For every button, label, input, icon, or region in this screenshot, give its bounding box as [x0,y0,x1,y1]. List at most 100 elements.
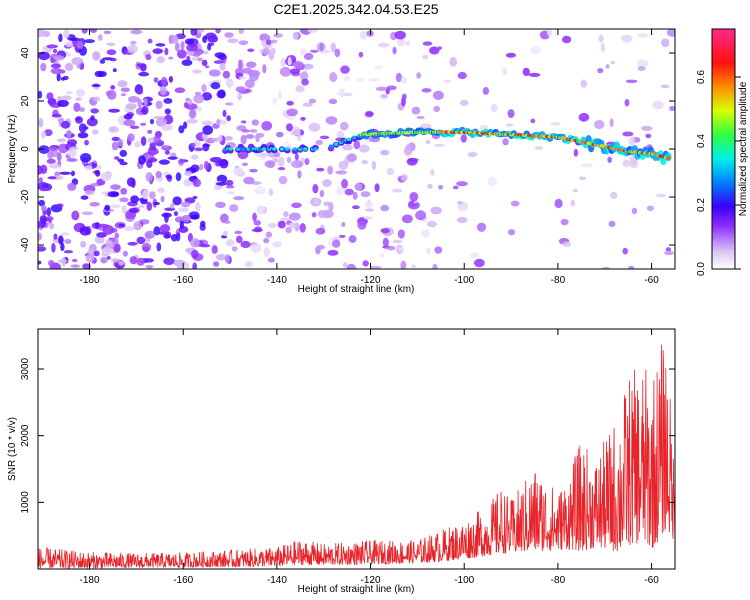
spectrogram-noise-blob [601,266,610,269]
spectrogram-noise-blob [625,79,638,83]
snr-panel: -180 -160 -140 -120 -100 -80 -60 100020003000 … [7,328,676,595]
spectrogram-noise-blob [99,256,108,264]
spectrogram-noise-blob [416,72,422,79]
spectrogram-noise-blob [341,222,346,227]
snr-x-tick-label: -80 [551,575,566,586]
spectrogram-noise-blob [316,167,325,172]
spectrogram-noise-blob [238,40,249,46]
spectrogram-noise-blob [573,148,579,157]
spectrogram-noise-blob [188,98,193,106]
spectrogram-noise-blob [113,243,121,253]
spectrogram-noise-blob [361,159,368,165]
spectrogram-noise-blob [156,242,162,252]
spectrogram-noise-blob [193,94,205,104]
spectrogram-signal-core [279,147,285,151]
spectrogram-noise-blob [336,130,345,140]
spectrogram-noise-blob [226,115,231,122]
spectrogram-noise-blob [328,98,338,105]
spectrogram-noise-blob [50,63,62,69]
spectrogram-noise-blob [201,59,208,67]
spectrogram-noise-blob [222,109,227,118]
spectrogram-noise-blob [77,132,89,139]
spectrogram-y-axis: -40 -20 0 20 40 [20,47,675,252]
spectrogram-noise-blob [375,86,388,92]
spectrogram-noise-blob [277,90,283,100]
spectrogram-noise-blob [578,176,587,181]
spectrogram-noise-blob [80,195,89,200]
spectrogram-noise-blob [299,222,306,233]
spectrogram-noise-blob [38,90,43,99]
spectrogram-noise-blob [314,197,320,206]
spectrogram-noise-blob [645,133,652,139]
spectrogram-noise-blob [84,165,93,171]
spectrogram-noise-blob [191,154,199,160]
spectrogram-noise-blob [316,244,325,250]
spectrogram-noise-blob [118,260,125,266]
spectrogram-noise-blob [443,79,452,84]
spectrogram-noise-blob [65,91,73,95]
spectrogram-noise-blob [119,197,129,203]
spectrogram-noise-blob [600,42,606,53]
spectrogram-noise-blob [386,85,397,91]
spectrogram-noise-blob [123,113,133,120]
spectrogram-noise-blob [138,155,146,165]
spectrogram-noise-blob [186,119,199,124]
spectrogram-noise-blob [286,156,292,164]
spectrogram-noise-blob [163,233,171,239]
spectrogram-noise-blob [191,69,202,74]
spectrogram-noise-blob [71,57,84,66]
snr-y-tick-label: 2000 [20,424,31,447]
spectrogram-noise-blob [225,239,235,247]
spectrogram-noise-blob [222,70,231,79]
spectrogram-noise-blob [119,149,128,157]
spectrogram-noise-blob [92,51,101,61]
chart-title: C2E1.2025.342.04.53.E25 [273,1,438,17]
spectrogram-noise-blob [66,158,78,162]
spectrogram-noise-blob [56,72,61,82]
spectrogram-noise-blob [199,244,211,248]
spectrogram-noise-blob [427,183,433,189]
spectrogram-noise-blob [528,72,541,77]
spectrogram-noise-blob [301,63,314,70]
spectrogram-noise-blob [207,44,212,51]
spectrogram-noise-blob [96,232,107,238]
spectrogram-noise-blob [117,80,128,88]
spectrogram-noise-blob [190,29,198,36]
spectrogram-noise-blob [226,191,235,195]
spectrogram-noise-blob [289,68,301,75]
spectrogram-noise-blob [201,84,207,93]
spectrogram-noise-blob [110,85,116,90]
spectrogram-noise-blob [608,220,616,228]
spectrogram-noise-blob [397,229,405,239]
spectrogram-noise-blob [41,130,47,139]
spectrogram-noise-blob [534,146,544,150]
spectrogram-noise-blob [141,105,149,115]
spectrogram-noise-blob [48,163,61,169]
spectrogram-noise-blob [80,153,92,163]
spectrogram-noise-blob [99,59,106,64]
spectrogram-noise-blob [669,106,675,112]
spectrogram-noise-blob [210,81,221,90]
spectrogram-noise-blob [129,125,140,130]
spectrogram-noise-blob [38,117,44,128]
spectrogram-noise-blob [77,41,84,50]
spectrogram-noise-blob [57,117,65,123]
spectrogram-noise-blob [39,187,49,192]
spectrogram-noise-blob [287,56,292,66]
spectrogram-noise-blob [130,195,140,204]
spectrogram-noise-blob [164,213,169,223]
spectrogram-noise-blob [400,260,407,269]
spectrogram-noise-blob [94,70,104,78]
spectrogram-noise-blob [199,163,204,171]
spectrogram-noise-blob [560,218,569,226]
spectrogram-noise-blob [192,53,201,57]
spectrogram-noise-blob [380,94,389,99]
spectrogram-noise-blob [470,252,479,259]
spectrogram-noise-blob [510,200,520,207]
spectrogram-noise-blob [42,46,47,51]
spectrogram-noise-blob [250,243,262,254]
spectrogram-noise-blob [457,201,464,205]
spectrogram-noise-blob [338,234,346,238]
spectrogram-noise-blob [490,104,498,113]
spectrogram-noise-blob [392,239,403,244]
